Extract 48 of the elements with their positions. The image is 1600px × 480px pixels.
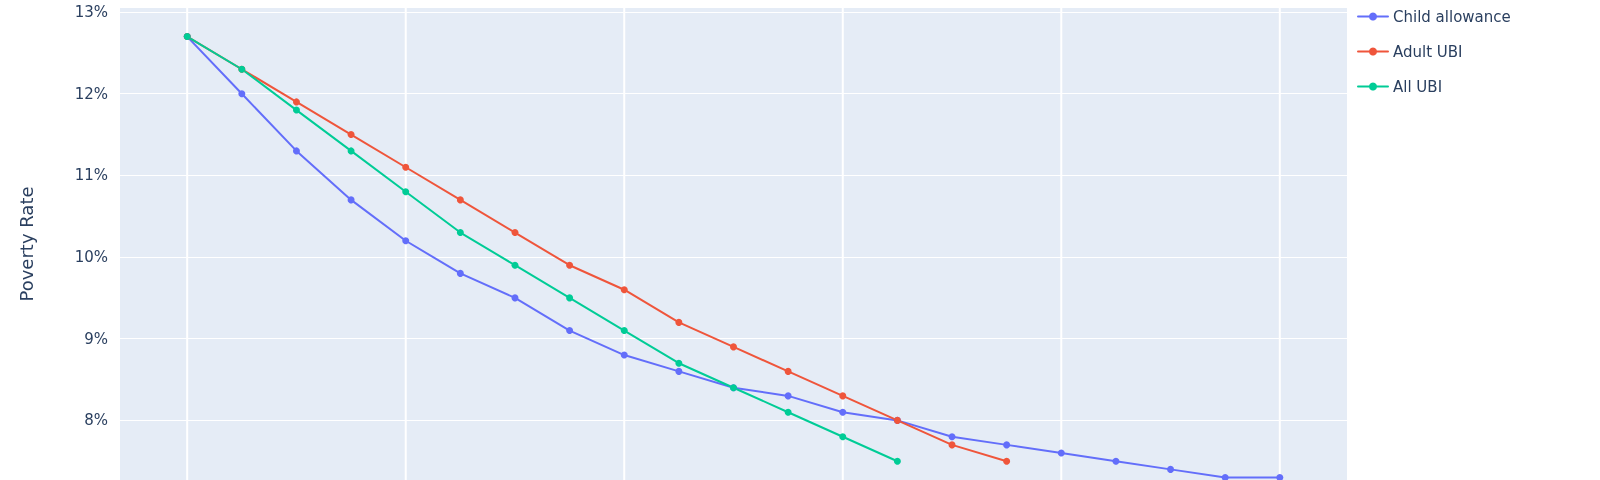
point: [730, 343, 737, 351]
point: [292, 147, 300, 155]
point: [1276, 474, 1284, 480]
y-axis-title: Poverty Rate: [15, 186, 37, 302]
point: [292, 98, 300, 106]
point: [292, 106, 300, 114]
point: [784, 392, 792, 400]
point: [566, 327, 574, 335]
point: [675, 367, 683, 375]
point: [456, 229, 464, 237]
point: [566, 294, 574, 302]
point: [893, 457, 901, 465]
point: [238, 90, 246, 98]
point: [784, 408, 792, 416]
point: [839, 408, 847, 416]
point: [402, 237, 410, 245]
point: [1112, 457, 1120, 465]
point: [1057, 449, 1065, 457]
point: [1167, 465, 1175, 473]
y-tick-label: 10%: [74, 248, 108, 267]
y-tick-label: 8%: [84, 411, 108, 430]
y-tick-label: 13%: [74, 3, 108, 22]
point: [620, 351, 628, 359]
point: [620, 286, 628, 294]
point: [839, 392, 847, 400]
point: [511, 229, 519, 237]
point: [456, 196, 464, 204]
point: [511, 261, 519, 269]
legend-label: All UBI: [1393, 77, 1443, 96]
point: [402, 163, 410, 171]
y-tick-label: 9%: [84, 329, 108, 348]
point: [1221, 474, 1229, 480]
point: [675, 318, 683, 326]
point: [1003, 457, 1011, 465]
point: [1003, 441, 1011, 449]
legend-label: Adult UBI: [1393, 42, 1463, 61]
y-tick-label: 12%: [74, 84, 108, 103]
legend-label: Child allowance: [1393, 7, 1511, 26]
point: [948, 433, 956, 441]
point: [839, 433, 847, 441]
point: [620, 327, 628, 335]
point: [402, 188, 410, 196]
point: [566, 261, 574, 269]
point: [347, 131, 355, 139]
y-tick-label: 11%: [74, 166, 108, 185]
point: [675, 359, 683, 367]
point: [784, 367, 792, 375]
point: [456, 269, 464, 277]
